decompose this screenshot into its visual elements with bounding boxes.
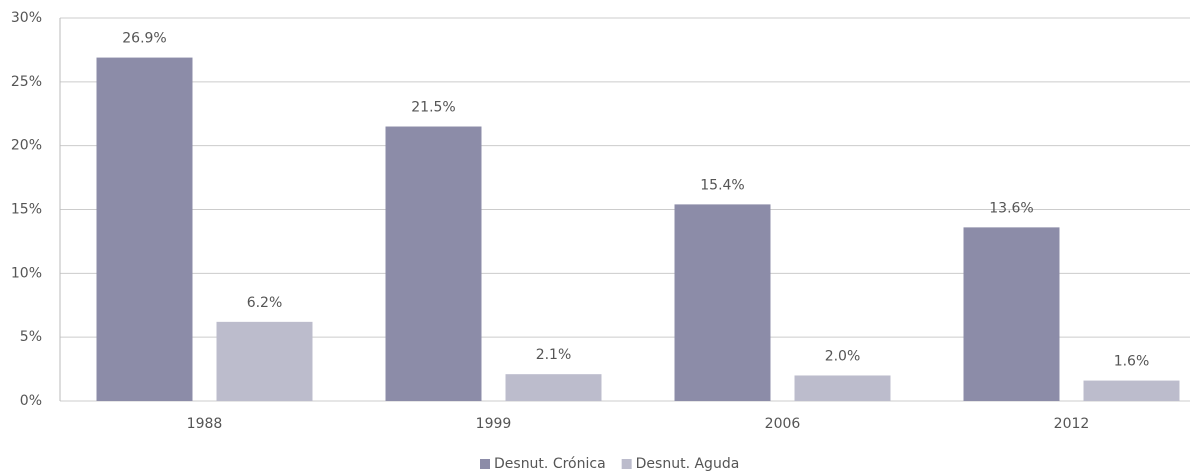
y-tick-label: 25% (11, 74, 42, 90)
x-tick-label: 1999 (476, 416, 512, 432)
bar (96, 57, 193, 402)
legend-label: Desnut. Crónica (494, 456, 606, 472)
data-label: 15.4% (700, 177, 744, 193)
data-label: 13.6% (989, 200, 1033, 216)
data-label: 1.6% (1114, 354, 1150, 370)
bar (794, 375, 891, 401)
bar (674, 204, 771, 401)
y-tick-label: 0% (20, 393, 42, 409)
x-tick-label: 2006 (765, 416, 801, 432)
data-label: 21.5% (411, 100, 455, 116)
y-tick-label: 5% (20, 329, 42, 345)
y-tick-label: 15% (11, 202, 42, 218)
y-tick-label: 10% (11, 265, 42, 281)
data-label: 6.2% (247, 295, 283, 311)
bar (505, 374, 602, 401)
data-label: 26.9% (122, 31, 166, 47)
legend-swatch (621, 459, 632, 469)
bar (385, 126, 482, 402)
x-tick-label: 2012 (1054, 416, 1090, 432)
data-label: 2.0% (825, 348, 861, 364)
y-tick-label: 20% (11, 138, 42, 154)
bar (216, 321, 313, 401)
data-label: 2.1% (536, 347, 572, 363)
y-tick-label: 30% (11, 10, 42, 26)
bar (1083, 380, 1180, 401)
legend-label: Desnut. Aguda (636, 456, 740, 472)
bar (963, 227, 1060, 401)
legend-swatch (480, 459, 490, 469)
x-tick-label: 1988 (187, 416, 223, 432)
